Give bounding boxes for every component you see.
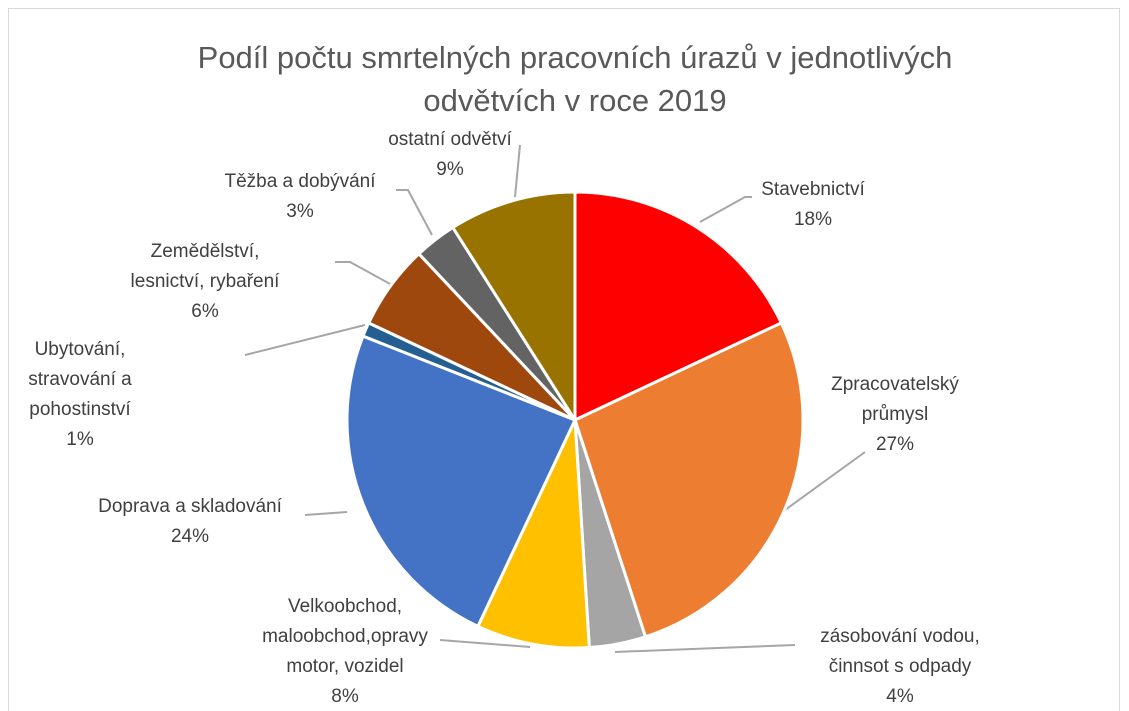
category-label: Těžba a dobývání	[224, 171, 376, 192]
value-label: 18%	[793, 209, 833, 230]
category-label: ostatní odvětví	[388, 129, 512, 150]
chart-title: Podíl počtu smrtelných pracovních úrazů …	[197, 40, 953, 118]
data-label: Těžba a dobývání 3%	[224, 167, 375, 227]
leader-lines	[244, 144, 866, 653]
category-label: zásobování vodou, činnsot s odpady	[820, 626, 980, 677]
leader-line	[514, 144, 521, 198]
value-label: 3%	[286, 201, 314, 222]
category-label: Stavebnictví	[761, 179, 865, 200]
leader-line	[244, 324, 366, 356]
leader-line	[304, 511, 348, 516]
chart-frame	[8, 8, 1120, 711]
pie-slice	[476, 418, 591, 650]
value-label: 4%	[886, 686, 914, 707]
data-label: Stavebnictví 18%	[761, 175, 865, 235]
leader-line	[335, 261, 393, 286]
data-label: Zpracovatelský průmysl 27%	[831, 370, 959, 460]
category-label: Zpracovatelský průmysl	[831, 374, 959, 425]
data-label: Ubytování, stravování a pohostinství 1%	[28, 335, 132, 455]
category-label: Zemědělství, lesnictví, rybaření	[130, 241, 280, 292]
category-label: Ubytování, stravování a pohostinství	[28, 339, 132, 420]
data-label: Zemědělství, lesnictví, rybaření 6%	[131, 237, 280, 327]
data-label: Velkoobchod, maloobchod,opravy motor, vo…	[262, 592, 428, 711]
value-label: 6%	[191, 301, 219, 322]
value-label: 24%	[170, 526, 210, 547]
value-label: 27%	[875, 434, 915, 455]
leader-line	[699, 196, 752, 223]
data-label: Doprava a skladování 24%	[98, 492, 282, 552]
pie-slice	[573, 321, 805, 639]
pie-slice	[345, 334, 577, 628]
leader-line	[614, 644, 796, 653]
value-label: 1%	[66, 429, 94, 450]
pie-slice	[451, 190, 577, 422]
category-label: Velkoobchod, maloobchod,opravy motor, vo…	[262, 596, 428, 677]
data-label: ostatní odvětví 9%	[388, 125, 512, 185]
leader-line	[396, 189, 433, 236]
value-label: 9%	[436, 159, 464, 180]
leader-line	[784, 451, 866, 511]
data-label: zásobování vodou, činnsot s odpady 4%	[820, 622, 980, 711]
pie-slice	[573, 190, 783, 422]
leader-line	[439, 639, 531, 648]
category-label: Doprava a skladování	[98, 496, 282, 517]
value-label: 8%	[331, 686, 359, 707]
